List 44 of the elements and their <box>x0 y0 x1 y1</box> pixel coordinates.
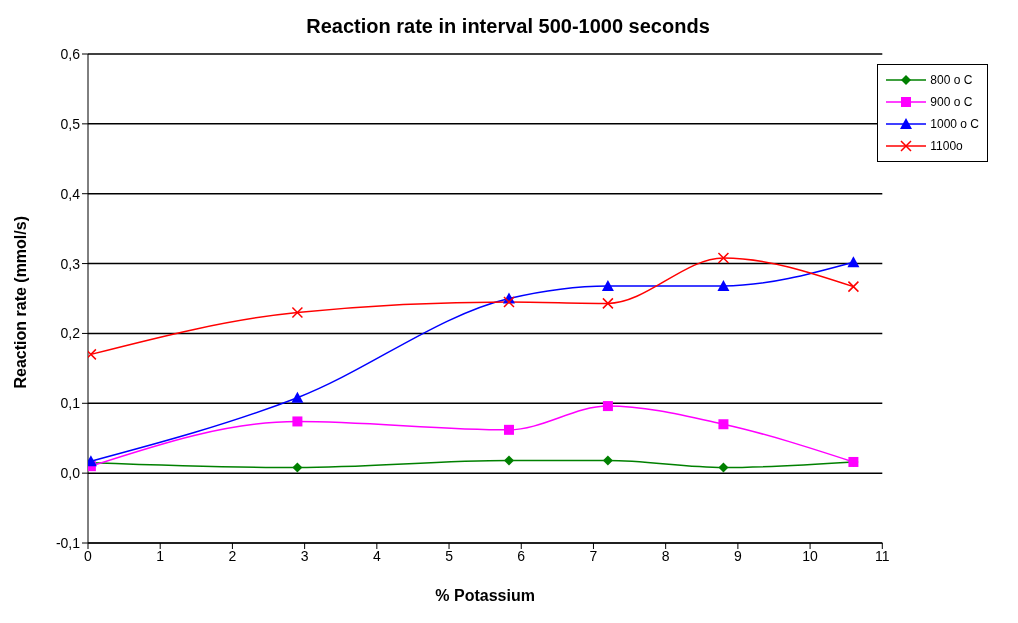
point <box>291 391 304 403</box>
point <box>291 306 304 319</box>
point <box>847 280 860 293</box>
x-tick-label: 4 <box>372 547 381 564</box>
legend-label: 1000 o C <box>930 117 979 131</box>
point <box>718 419 729 430</box>
x-tick-label: 0 <box>84 547 93 564</box>
point <box>602 455 613 466</box>
y-tick-label: 0,5 <box>60 115 81 132</box>
x-axis-title: % Potassium <box>435 587 535 604</box>
point <box>602 297 614 310</box>
x-tick-label: 6 <box>517 547 526 564</box>
point <box>601 279 614 291</box>
point <box>602 401 613 412</box>
legend-label: 800 o C <box>930 73 973 87</box>
x-tick-label: 7 <box>589 547 598 564</box>
x-tick-label: 11 <box>875 547 890 564</box>
point <box>847 256 860 268</box>
x-tick-label: 3 <box>300 547 309 564</box>
y-tick-label: 0,3 <box>60 255 81 272</box>
point <box>717 279 730 291</box>
point <box>503 455 514 466</box>
point <box>717 252 730 264</box>
legend-label: 900 o C <box>930 95 973 109</box>
point <box>503 424 514 435</box>
x-tick-label: 9 <box>733 547 742 564</box>
legend-label: 1100o <box>930 139 963 153</box>
x-tick-label: 1 <box>156 547 165 564</box>
point <box>292 462 303 473</box>
x-tick-label: 2 <box>228 547 237 564</box>
point <box>503 296 515 308</box>
y-axis-title: Reaction rate (mmol/s) <box>11 216 29 389</box>
chart-title: Reaction rate in interval 500-1000 seconds <box>305 14 711 39</box>
y-tick-label: 0,0 <box>60 465 81 482</box>
x-tick-label: 8 <box>661 547 670 564</box>
y-tick-label: -0,1 <box>55 534 81 551</box>
y-tick-label: 0,6 <box>60 45 81 62</box>
y-tick-label: 0,4 <box>60 185 81 202</box>
point <box>718 462 729 473</box>
x-tick-label: 5 <box>445 547 454 564</box>
y-tick-label: 0,2 <box>60 325 81 342</box>
point <box>292 416 303 427</box>
y-tick-label: 0,1 <box>60 395 81 412</box>
x-tick-label: 10 <box>802 547 819 564</box>
